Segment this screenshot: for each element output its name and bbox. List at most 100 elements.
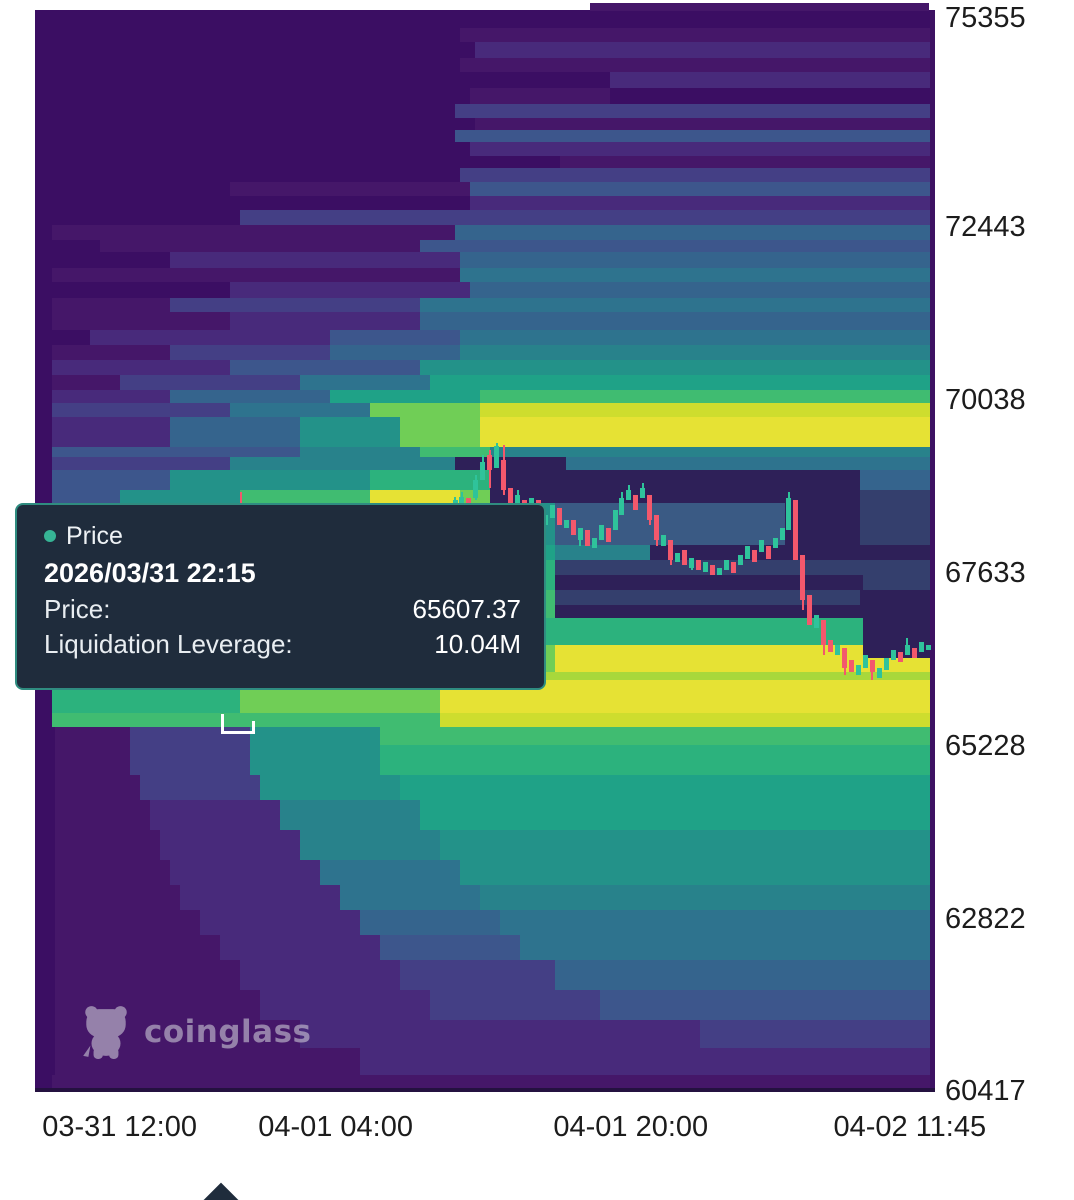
heatmap-band [230, 360, 421, 376]
heatmap-band [230, 282, 471, 299]
heatmap-band [863, 575, 935, 591]
candle-body [591, 537, 597, 549]
heatmap-band [35, 457, 231, 471]
candle-body [480, 462, 486, 480]
heatmap-band [35, 182, 231, 197]
heatmap-band [35, 58, 461, 73]
heatmap-band [469, 182, 935, 197]
y-axis-label: 67633 [945, 556, 1026, 589]
bracket-stub [252, 721, 255, 731]
x-axis-label: 04-01 20:00 [553, 1111, 709, 1143]
heatmap-band [379, 745, 935, 776]
candle-body [814, 615, 820, 629]
candle-body [765, 545, 771, 559]
heatmap-band [230, 403, 371, 418]
heatmap-band [430, 990, 601, 1021]
heatmap-band [54, 800, 151, 832]
heatmap-band [459, 268, 935, 283]
candle-body [473, 480, 479, 499]
heatmap-band [555, 657, 935, 673]
heatmap-band [130, 727, 251, 746]
heatmap-band [35, 403, 231, 418]
candle-body [876, 667, 882, 678]
heatmap-band [359, 910, 501, 936]
candle-body [800, 555, 806, 601]
candle-body [709, 565, 715, 576]
heatmap-band [54, 727, 131, 746]
heatmap-band [230, 311, 421, 331]
candle-body [494, 445, 500, 469]
heatmap-band [369, 469, 491, 491]
heatmap-band [35, 196, 471, 211]
heatmap-band [54, 935, 221, 961]
candle-body [696, 560, 702, 571]
tooltip-price-value: 65607.37 [412, 594, 521, 624]
heatmap-band [469, 142, 935, 157]
heatmap-band [420, 800, 935, 832]
tooltip-leverage-value: 10.04M [434, 629, 521, 659]
heatmap-band [170, 390, 331, 404]
heatmap-band [600, 990, 935, 1021]
candle-body [758, 540, 764, 553]
heatmap-band [160, 830, 301, 861]
heatmap-band [459, 27, 935, 43]
heatmap-band [369, 490, 461, 504]
heatmap-band [54, 860, 171, 887]
heatmap-band [35, 268, 461, 283]
candle-body [869, 660, 875, 672]
candle-body [619, 497, 625, 515]
heatmap-band [430, 375, 935, 391]
heatmap-band [490, 446, 935, 458]
candle-body [828, 639, 834, 653]
y-axis-label: 60417 [945, 1075, 1026, 1108]
heatmap-band [420, 239, 935, 253]
heatmap-band [420, 311, 935, 331]
candle-body [515, 495, 521, 505]
tooltip-price-row: Price: 65607.37 [44, 592, 521, 627]
series-dot-icon [44, 530, 56, 542]
heatmap-band [420, 298, 935, 313]
candle-body [779, 528, 785, 541]
heatmap-band [863, 618, 935, 646]
tooltip-series-label: Price [66, 521, 123, 550]
heatmap-band [54, 745, 131, 776]
candle-body [716, 568, 722, 576]
heatmap-band [35, 168, 461, 183]
candle-body [675, 552, 681, 562]
heatmap-band [240, 490, 371, 504]
heatmap-plot-canvas[interactable] [35, 10, 935, 1092]
heatmap-band [860, 589, 935, 606]
heatmap-band [35, 156, 561, 169]
tooltip-price-label: Price: [44, 594, 111, 624]
heatmap-band [299, 375, 431, 391]
heatmap-band [260, 990, 431, 1021]
heatmap-band [420, 446, 491, 458]
tooltip-datetime: 2026/03/31 22:15 [44, 558, 256, 588]
heatmap-band [455, 130, 935, 143]
heatmap-band [150, 800, 281, 832]
x-axis-label: 04-01 04:00 [258, 1111, 413, 1143]
heatmap-band [555, 605, 935, 619]
heatmap-band [860, 490, 935, 504]
heatmap-band [330, 344, 461, 361]
heatmap-band [260, 775, 401, 801]
heatmap-band [35, 490, 121, 504]
heatmap-band [35, 1075, 935, 1092]
heatmap-band [35, 104, 456, 119]
heatmap-band [455, 104, 935, 119]
heatmap-band [400, 775, 935, 801]
heatmap-band [455, 457, 567, 471]
heatmap-band [330, 390, 481, 404]
tooltip-series-row: Price [44, 518, 521, 554]
y-axis-label: 65228 [945, 729, 1026, 762]
heatmap-band [250, 727, 381, 746]
heatmap-band [170, 251, 461, 269]
heatmap-band [35, 224, 456, 241]
heatmap-band [35, 446, 301, 458]
heatmap-band [379, 935, 521, 961]
candle-body [890, 650, 896, 661]
heatmap-band [35, 130, 456, 143]
candle-body [682, 550, 688, 566]
candle-body [918, 642, 924, 653]
